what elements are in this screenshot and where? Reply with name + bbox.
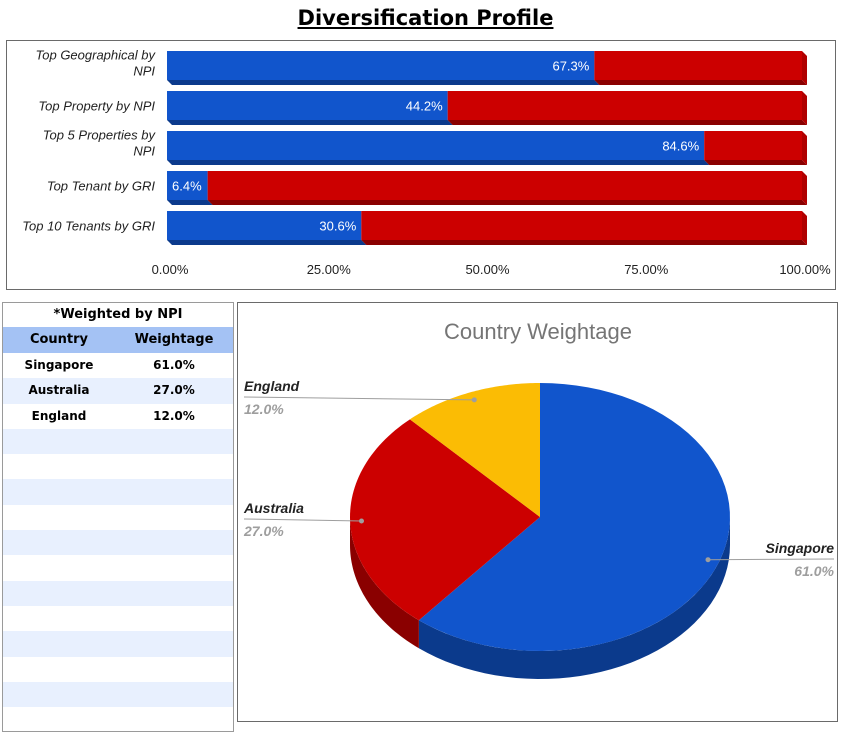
category-label: NPI — [133, 144, 155, 159]
bar-depth-red — [361, 240, 807, 245]
category-label: Top 10 Tenants by GRI — [22, 219, 155, 234]
category-label: Top Tenant by GRI — [47, 179, 156, 194]
x-tick-label: 75.00% — [624, 262, 669, 277]
pie-leader-dot — [705, 557, 711, 563]
category-label: Top Property by NPI — [38, 99, 155, 114]
table-row: Singapore 61.0% — [3, 353, 233, 379]
bar-segment-value — [167, 211, 362, 240]
bar-value-label: 84.6% — [662, 139, 699, 154]
category-label: NPI — [133, 64, 155, 79]
table-header-row: Country Weightage — [3, 327, 233, 353]
bar-depth-blue — [167, 200, 213, 205]
bar-segment-remainder — [361, 211, 802, 240]
table-row: England 12.0% — [3, 403, 233, 429]
table-row: Australia 27.0% — [3, 378, 233, 404]
bar-value-label: 30.6% — [319, 219, 356, 234]
bar-value-label: 67.3% — [552, 59, 589, 74]
pie-label-value: 12.0% — [244, 401, 284, 417]
pie-leader-line — [243, 396, 475, 401]
x-tick-label: 100.00% — [779, 262, 831, 277]
bar-depth-red — [594, 80, 807, 85]
category-label: Top 5 Properties by — [43, 128, 157, 143]
cell-weightage: 61.0% — [153, 358, 195, 372]
bar-depth-blue — [167, 240, 367, 245]
bar-segment-value — [167, 131, 705, 160]
bar-depth-blue — [167, 120, 453, 125]
bar-depth-end — [802, 171, 807, 205]
pie-slice — [350, 419, 540, 621]
cell-country: Singapore — [24, 358, 94, 372]
pie-label-name: Australia — [243, 500, 304, 516]
cell-weightage: 27.0% — [153, 383, 195, 398]
table-row-empty — [3, 479, 233, 505]
pie-leader-line — [243, 518, 362, 522]
weightage-table: *Weighted by NPI Country Weightage Singa… — [2, 302, 234, 732]
pie-label-name: England — [244, 378, 300, 394]
cell-weightage: 12.0% — [153, 408, 195, 423]
bar-depth-end — [802, 131, 807, 165]
page-title: Diversification Profile — [297, 6, 554, 30]
cell-country: Australia — [28, 383, 90, 398]
category-label: Top Geographical by — [36, 48, 157, 63]
x-tick-label: 0.00% — [152, 262, 189, 277]
bar-value-label: 6.4% — [172, 179, 202, 194]
bar-segment-remainder — [594, 51, 802, 80]
bar-depth-blue — [167, 160, 710, 165]
table-row-empty — [3, 555, 233, 581]
bar-depth-blue — [167, 80, 600, 85]
bar-segment-remainder — [447, 91, 802, 120]
bar-segment-value — [167, 51, 595, 80]
table-row-empty — [3, 707, 233, 731]
pie-title: Country Weightage — [444, 319, 632, 344]
bar-depth-end — [802, 51, 807, 85]
cell-country: England — [31, 408, 87, 423]
table-caption: *Weighted by NPI — [53, 307, 183, 322]
table-row-empty — [3, 580, 233, 606]
x-tick-label: 50.00% — [465, 262, 510, 277]
bar-depth-red — [704, 160, 807, 165]
bar-value-label: 44.2% — [406, 99, 443, 114]
table-row-empty — [3, 454, 233, 480]
header-country: Country — [29, 332, 89, 347]
bar-segment-value — [167, 91, 448, 120]
table-body: Singapore 61.0% Australia 27.0% England 12.0% — [3, 353, 233, 731]
bar-segment-remainder — [207, 171, 802, 200]
bar-segment-remainder — [704, 131, 802, 160]
bar-chart-panel: 67.3% Top Geographical by NPI 44.2% Top Prop… — [6, 40, 836, 290]
table-row-empty — [3, 504, 233, 531]
pie-leader-dot — [359, 518, 364, 524]
pie-leader-dot — [471, 397, 477, 403]
pie-label-value: 61.0% — [794, 563, 834, 579]
table-row-empty — [3, 428, 233, 455]
pie-side-wall — [350, 517, 419, 649]
bar-segment-value — [167, 171, 208, 200]
table-row-empty — [3, 681, 233, 708]
pie-side-wall — [418, 517, 730, 679]
pie-label-value: 27.0% — [243, 523, 284, 539]
pie-chart: Country Weightage Singapore 61.0% Australia… — [243, 319, 835, 679]
header-weightage: Weightage — [134, 332, 214, 347]
pie-leader-line — [707, 558, 835, 561]
pie-label-name: Singapore — [766, 540, 835, 556]
bar-depth-red — [447, 120, 807, 125]
table-row-empty — [3, 530, 233, 556]
bar-depth-end — [802, 211, 807, 245]
table-row-empty — [3, 631, 233, 657]
table-row-empty — [3, 605, 233, 632]
pie-slice — [409, 383, 540, 517]
x-tick-label: 25.00% — [307, 262, 352, 277]
bar-depth-red — [207, 200, 807, 205]
bar-depth-end — [802, 91, 807, 125]
pie-chart-panel: Country Weightage Singapore 61.0% Australia… — [237, 302, 838, 722]
pie-slice — [418, 383, 730, 651]
table-row-empty — [3, 656, 233, 682]
